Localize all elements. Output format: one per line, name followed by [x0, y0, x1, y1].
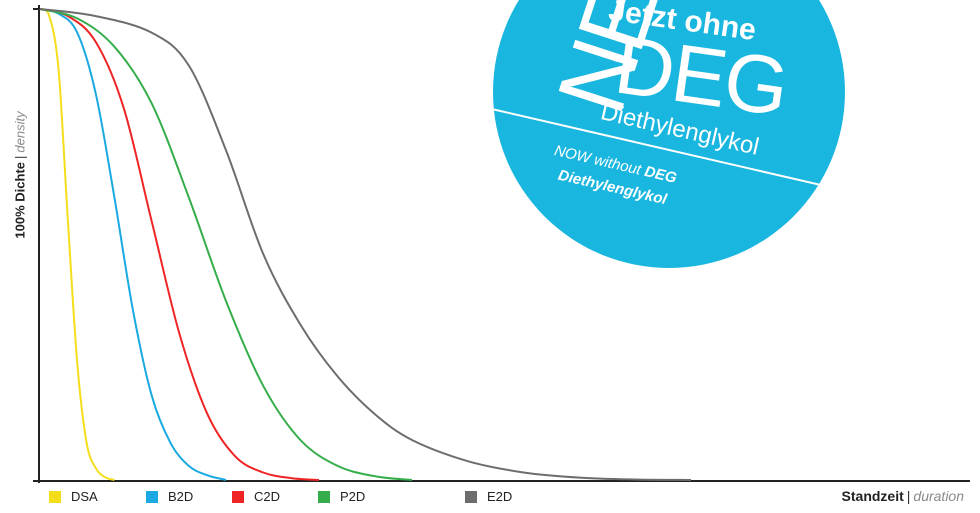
y-axis-label-secondary: density [12, 111, 28, 153]
legend-swatch [465, 490, 477, 503]
series-line-p2d [39, 8, 413, 481]
series-line-dsa [39, 8, 115, 481]
legend-label: P2D [340, 489, 366, 504]
y-axis-label-separator: | [12, 155, 28, 159]
legend-item-e2d: E2D [465, 489, 512, 504]
series-layer [39, 8, 692, 481]
legend-label: E2D [487, 489, 513, 504]
series-line-b2d [39, 8, 227, 481]
series-line-e2d [39, 8, 692, 481]
legend-label: B2D [168, 489, 194, 504]
legend-swatch [146, 490, 158, 503]
legend-swatch [318, 490, 330, 503]
legend-item-b2d: B2D [146, 489, 193, 504]
series-line-c2d [39, 8, 320, 481]
legend-label: C2D [254, 489, 281, 504]
badge-english-strong: DEG [642, 162, 679, 187]
x-axis-label-secondary: duration [913, 488, 964, 504]
y-axis-label-main: 100% Dichte [12, 162, 28, 239]
x-axis-label-separator: | [906, 488, 911, 504]
legend-swatch [232, 490, 244, 503]
legend-item-p2d: P2D [318, 489, 365, 504]
legend-item-dsa: DSA [49, 489, 98, 504]
legend-label: DSA [71, 489, 98, 504]
legend-item-c2d: C2D [232, 489, 280, 504]
legend-swatch [49, 490, 61, 503]
x-axis-label: Standzeit | duration [842, 488, 964, 504]
x-axis-label-main: Standzeit [841, 488, 904, 504]
